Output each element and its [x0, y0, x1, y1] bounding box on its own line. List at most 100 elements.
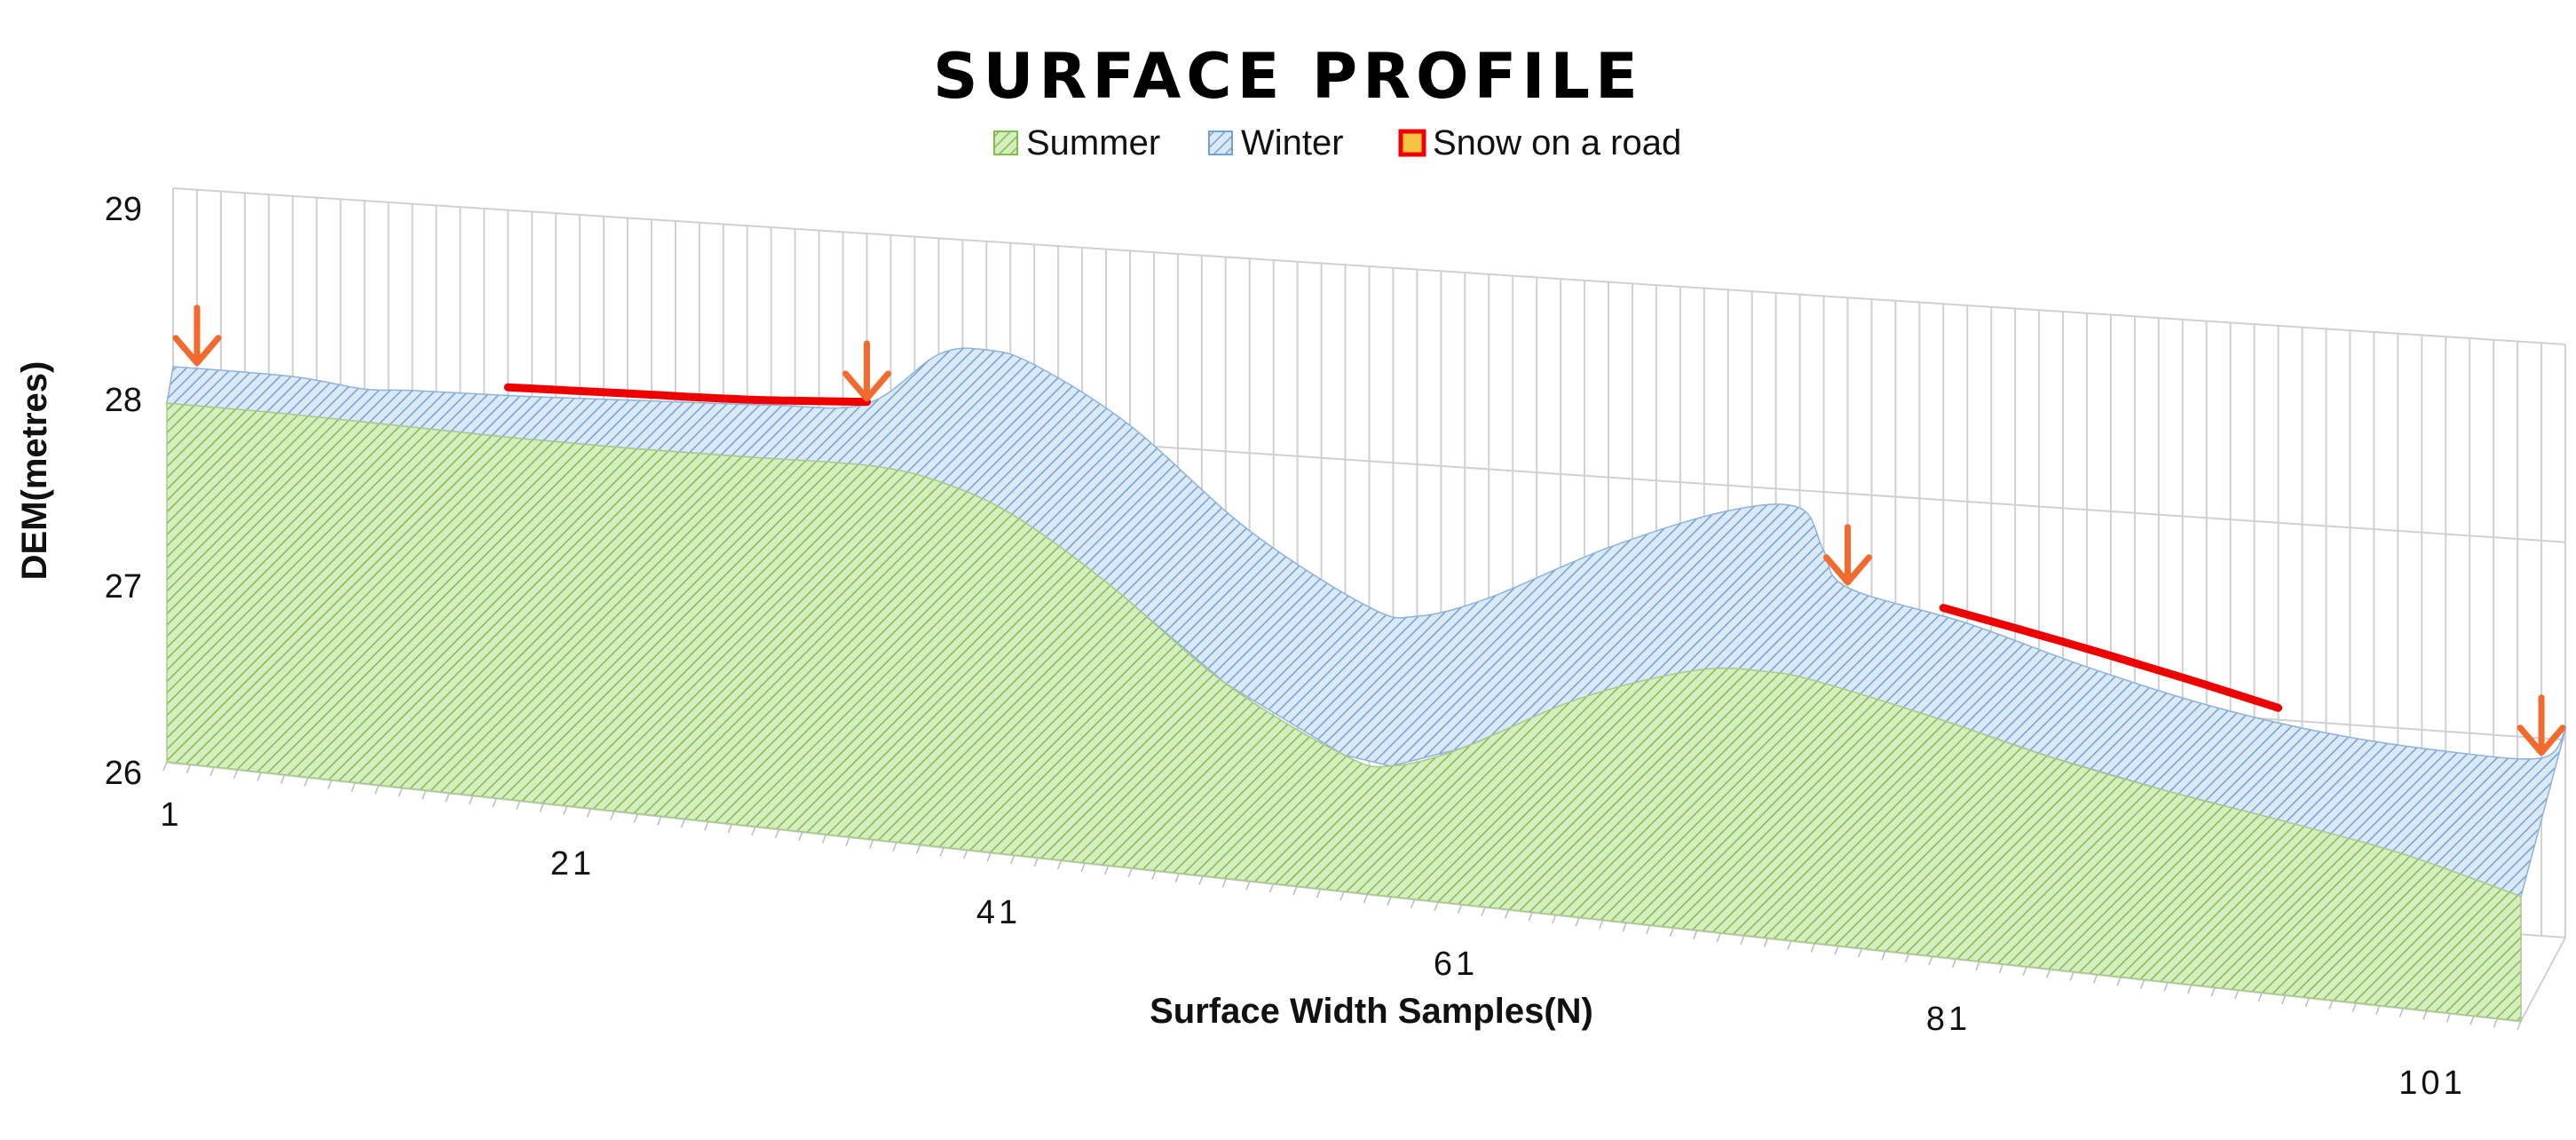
baseline-tick [2234, 989, 2240, 1000]
baseline-tick [233, 769, 239, 780]
baseline-tick [939, 847, 944, 857]
baseline-tick [1151, 870, 1157, 880]
baseline-tick [1716, 932, 1722, 942]
x-tick-label: 21 [550, 845, 595, 883]
baseline-tick [1622, 922, 1627, 932]
baseline-tick [327, 780, 333, 789]
baseline-tick [257, 772, 262, 781]
winter-area [166, 347, 2566, 898]
baseline-tick [445, 792, 450, 803]
baseline-tick [539, 803, 545, 812]
baseline-tick [892, 842, 897, 851]
baseline-tick [209, 766, 215, 777]
baseline-tick [1387, 896, 1392, 906]
chart-title: SURFACE PROFILE [933, 40, 1643, 113]
baseline-tick [2375, 1005, 2381, 1015]
baseline-tick [1245, 881, 1251, 891]
baseline-tick [1693, 930, 1698, 940]
baseline-tick [1268, 883, 1275, 893]
baseline-tick [1033, 857, 1039, 867]
baseline-tick [2304, 997, 2311, 1007]
baseline-tick [680, 818, 686, 828]
baseline-tick [1174, 873, 1181, 883]
legend-label-summer: Summer [1026, 123, 1160, 162]
baseline-tick [1551, 914, 1557, 924]
baseline-tick [1057, 859, 1063, 870]
baseline-tick [1481, 906, 1486, 916]
arrow-head [2517, 724, 2566, 756]
x-axis-ticks: 1 21 41 61 81 101 [160, 796, 2465, 1102]
baseline-tick [563, 805, 568, 815]
baseline-tick [422, 789, 427, 800]
y-tick-label: 27 [105, 568, 142, 606]
floor-edge-right [2520, 937, 2566, 1022]
baseline-tick [821, 834, 827, 844]
legend: Summer Winter Snow on a road [993, 123, 1681, 162]
baseline-tick [2422, 1010, 2428, 1020]
snow-on-road-lines [503, 383, 2283, 712]
baseline-tick [2469, 1015, 2475, 1025]
baseline-tick [2257, 992, 2263, 1002]
y-tick-label: 28 [105, 382, 142, 419]
snow-line-segment-1 [503, 383, 872, 407]
baseline-tick [1292, 885, 1298, 896]
baseline-tick [2493, 1017, 2499, 1028]
arrow-icon-3 [1823, 524, 1872, 586]
y-axis-ticks: 26 27 28 29 [105, 191, 142, 792]
baseline-tick [1857, 947, 1863, 958]
annotation-arrows [172, 305, 2566, 756]
baseline-tick [398, 787, 403, 797]
y-axis-label: DEM(metres) [15, 361, 54, 581]
baseline-tick [2069, 971, 2074, 981]
baseline-tick [1198, 875, 1204, 885]
baseline-tick [351, 782, 356, 792]
baseline-tick [1975, 961, 1980, 971]
x-tick-label: 81 [1926, 1001, 1971, 1038]
baseline-tick [2328, 1000, 2334, 1009]
baseline-tick [1810, 943, 1816, 953]
baseline-tick [516, 800, 521, 811]
baseline-tick [1127, 867, 1134, 877]
baseline-tick [2187, 984, 2193, 994]
baseline-tick [2351, 1002, 2358, 1012]
baseline-tick [304, 777, 309, 787]
baseline-tick [751, 826, 756, 836]
y-tick-label: 29 [105, 191, 142, 228]
baseline-tick [1104, 865, 1110, 875]
arrow-head [1823, 554, 1872, 586]
baseline-tick [633, 813, 639, 823]
x-tick-label: 41 [976, 894, 1021, 931]
baseline-tick [774, 828, 780, 839]
baseline-tick [798, 831, 803, 842]
baseline-tick [962, 850, 968, 859]
baseline-tick [1410, 899, 1416, 909]
baseline-tick [1339, 891, 1345, 901]
y-tick-label: 26 [105, 755, 142, 792]
baseline-tick [1834, 946, 1839, 955]
arrow-icon-2 [842, 340, 892, 402]
baseline-tick [1599, 919, 1604, 930]
arrow-head [172, 335, 222, 367]
x-tick-label: 61 [1434, 946, 1478, 983]
baseline-tick [1646, 924, 1651, 935]
grid-line-horizontal [172, 187, 2566, 345]
baseline-tick [1575, 916, 1580, 927]
baseline-tick [657, 816, 662, 826]
x-axis-label: Surface Width Samples(N) [1150, 992, 1593, 1031]
baseline-tick [1998, 963, 2004, 974]
legend-label-winter: Winter [1241, 123, 1344, 162]
baseline-tick [2398, 1008, 2405, 1017]
baseline-tick [1434, 901, 1439, 911]
baseline-tick [1740, 935, 1745, 945]
baseline-tick [1316, 888, 1322, 899]
baseline-tick [1457, 904, 1463, 914]
baseline-tick [845, 836, 850, 846]
x-tick-label: 101 [2398, 1065, 2465, 1102]
baseline-tick [2163, 981, 2169, 992]
baseline-tick [1669, 927, 1674, 938]
summer-area [166, 402, 2522, 1022]
baseline-tick [186, 764, 192, 774]
baseline-tick [2210, 986, 2216, 997]
baseline-tick [610, 811, 615, 820]
